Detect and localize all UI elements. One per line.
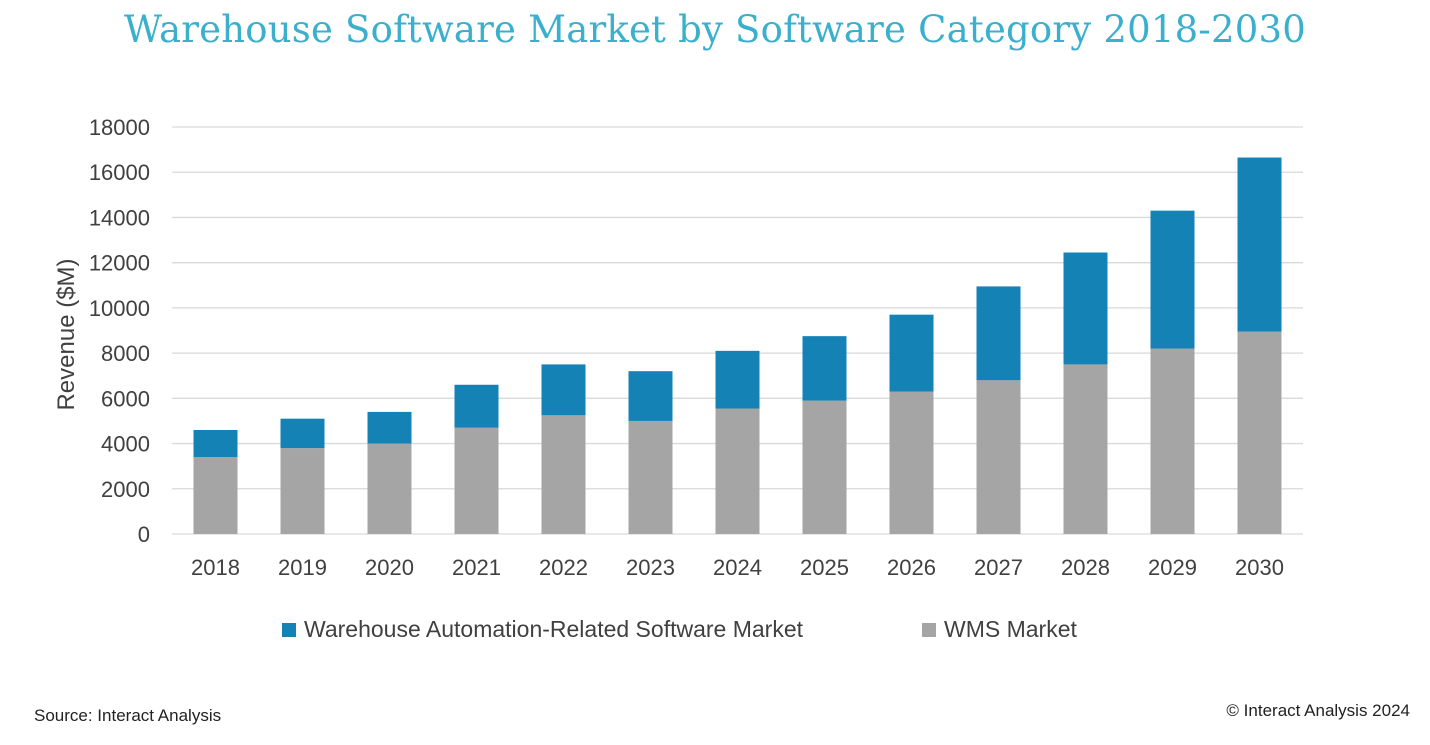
y-tick-label: 14000 (89, 205, 150, 230)
bar-segment-automation-2025 (802, 336, 847, 401)
bar-segment-wms-2025 (802, 400, 847, 534)
x-tick-label: 2020 (365, 555, 414, 580)
legend: Warehouse Automation-Related Software Ma… (0, 616, 1430, 648)
x-tick-label: 2029 (1148, 555, 1197, 580)
bars (193, 157, 1282, 534)
x-tick-label: 2025 (800, 555, 849, 580)
legend-item-automation: Warehouse Automation-Related Software Ma… (282, 616, 803, 643)
y-tick-label: 10000 (89, 296, 150, 321)
x-tick-label: 2022 (539, 555, 588, 580)
bar-segment-automation-2020 (367, 411, 412, 444)
bar-segment-automation-2029 (1150, 210, 1195, 349)
y-axis-ticks: 0 2000 4000 6000 8000 10000 12000 14000 16000 180… (89, 115, 150, 547)
bar-segment-automation-2030 (1237, 157, 1282, 332)
x-axis-ticks: 2018 2019 2020 2021 2022 2023 2024 2025 2026 2027… (191, 555, 1284, 580)
y-axis-label: Revenue ($M) (53, 258, 80, 410)
bar-segment-automation-2019 (280, 418, 325, 449)
bar-segment-automation-2018 (193, 429, 238, 458)
x-tick-label: 2028 (1061, 555, 1110, 580)
x-tick-label: 2030 (1235, 555, 1284, 580)
bar-segment-wms-2029 (1150, 348, 1195, 534)
bar-segment-automation-2027 (976, 286, 1021, 381)
bar-segment-wms-2024 (715, 408, 760, 534)
legend-swatch-automation (282, 622, 296, 637)
legend-label-wms: WMS Market (944, 616, 1077, 642)
bar-segment-automation-2024 (715, 350, 760, 409)
y-tick-label: 6000 (101, 386, 150, 411)
bar-segment-wms-2020 (367, 443, 412, 534)
bar-segment-wms-2030 (1237, 331, 1282, 534)
y-tick-label: 8000 (101, 341, 150, 366)
bar-segment-wms-2027 (976, 380, 1021, 534)
x-tick-label: 2018 (191, 555, 240, 580)
bar-segment-automation-2028 (1063, 252, 1108, 365)
bar-segment-automation-2023 (628, 371, 673, 421)
chart-title: Warehouse Software Market by Software Ca… (124, 8, 1306, 51)
bar-segment-wms-2019 (280, 448, 325, 534)
bar-segment-automation-2026 (889, 314, 934, 392)
x-tick-label: 2027 (974, 555, 1023, 580)
legend-item-wms: WMS Market (922, 616, 1077, 643)
y-tick-label: 16000 (89, 160, 150, 185)
bar-segment-wms-2028 (1063, 364, 1108, 534)
x-tick-label: 2023 (626, 555, 675, 580)
bar-segment-wms-2018 (193, 457, 238, 534)
legend-label-automation: Warehouse Automation-Related Software Ma… (304, 616, 804, 642)
x-tick-label: 2026 (887, 555, 936, 580)
x-tick-label: 2019 (278, 555, 327, 580)
bar-segment-wms-2021 (454, 427, 499, 534)
y-tick-label: 2000 (101, 477, 150, 502)
bar-segment-automation-2021 (454, 384, 499, 428)
copyright-note: © Interact Analysis 2024 (1226, 701, 1410, 720)
x-tick-label: 2021 (452, 555, 501, 580)
bar-segment-automation-2022 (541, 364, 586, 416)
source-note: Source: Interact Analysis (34, 706, 222, 725)
y-tick-label: 12000 (89, 251, 150, 276)
bar-segment-wms-2023 (628, 420, 673, 534)
y-tick-label: 18000 (89, 115, 150, 140)
bar-segment-wms-2022 (541, 415, 586, 534)
bar-segment-wms-2026 (889, 391, 934, 534)
x-tick-label: 2024 (713, 555, 762, 580)
y-tick-label: 4000 (101, 432, 150, 457)
y-tick-label: 0 (138, 522, 150, 547)
legend-swatch-wms (922, 622, 936, 637)
